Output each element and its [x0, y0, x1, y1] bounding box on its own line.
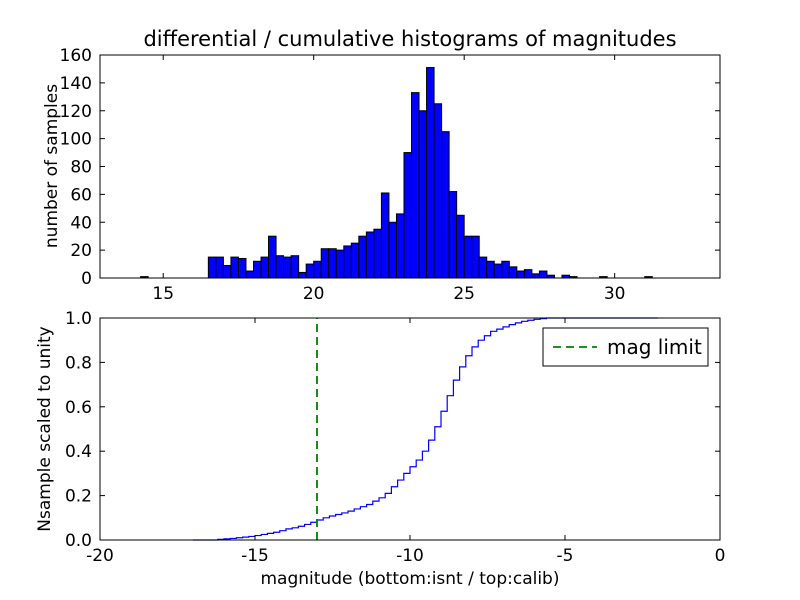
histogram-bar [365, 231, 375, 279]
histogram-bar [230, 256, 239, 279]
histogram-bar [418, 110, 428, 279]
y-tick-label: 160 [60, 46, 92, 66]
histogram-bar [388, 221, 397, 279]
histogram-bar [328, 248, 337, 279]
histogram-bar [283, 256, 292, 279]
histogram-bar [373, 228, 382, 279]
histogram-bar [493, 263, 503, 279]
top-y-axis-label: number of samples [42, 84, 62, 248]
y-tick-label: 0.6 [65, 398, 92, 418]
histogram-bar [478, 256, 488, 279]
histogram-bar [486, 260, 495, 279]
histogram-bar [433, 103, 443, 279]
y-tick-label: 40 [70, 213, 92, 233]
legend-label: mag limit [607, 335, 702, 359]
y-tick-label: 80 [70, 158, 92, 178]
y-tick-label: 1.0 [65, 309, 92, 329]
histogram-bar [207, 256, 217, 279]
histogram-bar [411, 92, 420, 279]
x-tick-label: 30 [604, 284, 626, 304]
cumulative-step-line [193, 317, 658, 541]
histogram-bar [501, 260, 510, 279]
bottom-x-axis-label: magnitude (bottom:isnt / top:calib) [261, 569, 560, 589]
y-tick-label: 0.4 [65, 442, 92, 462]
histogram-bar [268, 235, 277, 279]
top-histogram-axes: 15 20 25 30 0 20 40 60 80 100 120 140 160 [60, 46, 721, 304]
y-tick-label: 0.0 [65, 531, 92, 551]
histogram-bar [350, 242, 360, 279]
histogram-bar [456, 214, 465, 279]
histogram-bar [275, 255, 285, 279]
y-tick-label: 20 [70, 241, 92, 261]
histogram-bar [222, 264, 232, 279]
histogram-bar [426, 67, 435, 279]
y-tick-label: 100 [60, 130, 92, 150]
y-tick-label: 140 [60, 74, 92, 94]
histogram-bar [508, 266, 518, 279]
histogram-bar [516, 270, 525, 279]
histogram-bar [215, 256, 224, 279]
x-tick-label: 25 [453, 284, 475, 304]
histogram-bar [335, 249, 345, 279]
x-tick-label: 15 [152, 284, 174, 304]
histogram-bar [463, 235, 473, 279]
histogram-bar [313, 260, 322, 279]
x-tick-label: -10 [396, 546, 424, 566]
histogram-bar [252, 260, 262, 279]
histogram-bar [523, 269, 533, 279]
histogram-bar [290, 255, 300, 279]
x-tick-label: -5 [557, 546, 574, 566]
histogram-bar [441, 131, 450, 279]
bottom-y-axis-label: Nsample scaled to unity [35, 326, 55, 531]
histogram-bar [237, 257, 247, 279]
x-tick-label: -20 [86, 546, 114, 566]
histogram-bar [305, 263, 315, 279]
y-tick-label: 0.2 [65, 487, 92, 507]
y-tick-label: 0.8 [65, 353, 92, 373]
histogram-bar [298, 271, 307, 279]
x-tick-label: -15 [241, 546, 269, 566]
histogram-bar [343, 245, 352, 279]
histogram-bar [260, 256, 270, 279]
legend: mag limit [542, 327, 709, 367]
y-tick-label: 120 [60, 102, 92, 122]
histogram-bar [380, 192, 390, 279]
y-tick-label: 60 [70, 185, 92, 205]
histogram-bar [358, 235, 367, 279]
x-tick-label: 0 [715, 546, 726, 566]
y-tick-label: 0 [81, 269, 92, 289]
histogram-bar [531, 273, 540, 279]
histogram-bar [471, 235, 480, 279]
histogram-bar [538, 270, 548, 279]
figure-title: differential / cumulative histograms of … [143, 27, 676, 51]
histogram-bar [448, 191, 458, 279]
histogram-bar [395, 213, 405, 279]
bottom-cumulative-axes: -20 -15 -10 -5 0 0.0 0.2 0.4 0.6 0.8 1.0 [65, 309, 725, 566]
histogram-bar [403, 152, 413, 279]
histogram-bar [245, 270, 254, 279]
x-tick-label: 20 [303, 284, 325, 304]
histogram-bar [320, 248, 330, 279]
